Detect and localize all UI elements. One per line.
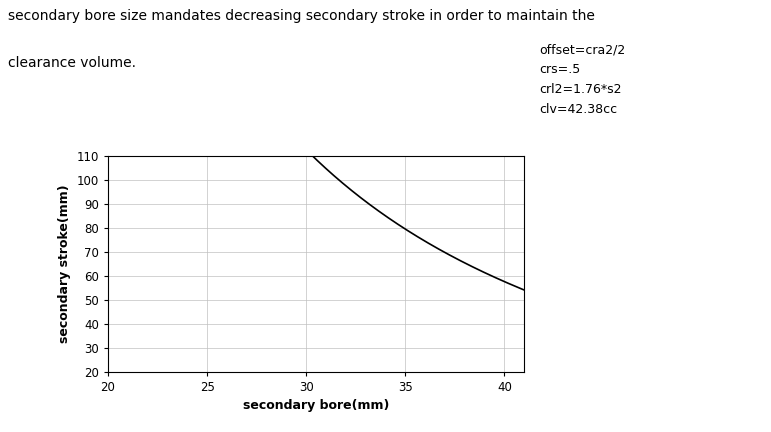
- Text: secondary bore size mandates decreasing secondary stroke in order to maintain th: secondary bore size mandates decreasing …: [8, 9, 594, 22]
- Text: offset=cra2/2
crs=.5
crl2=1.76*s2
clv=42.38cc: offset=cra2/2 crs=.5 crl2=1.76*s2 clv=42…: [540, 43, 626, 116]
- Text: clearance volume.: clearance volume.: [8, 56, 136, 70]
- Y-axis label: secondary stroke(mm): secondary stroke(mm): [58, 184, 71, 343]
- X-axis label: secondary bore(mm): secondary bore(mm): [243, 399, 389, 412]
